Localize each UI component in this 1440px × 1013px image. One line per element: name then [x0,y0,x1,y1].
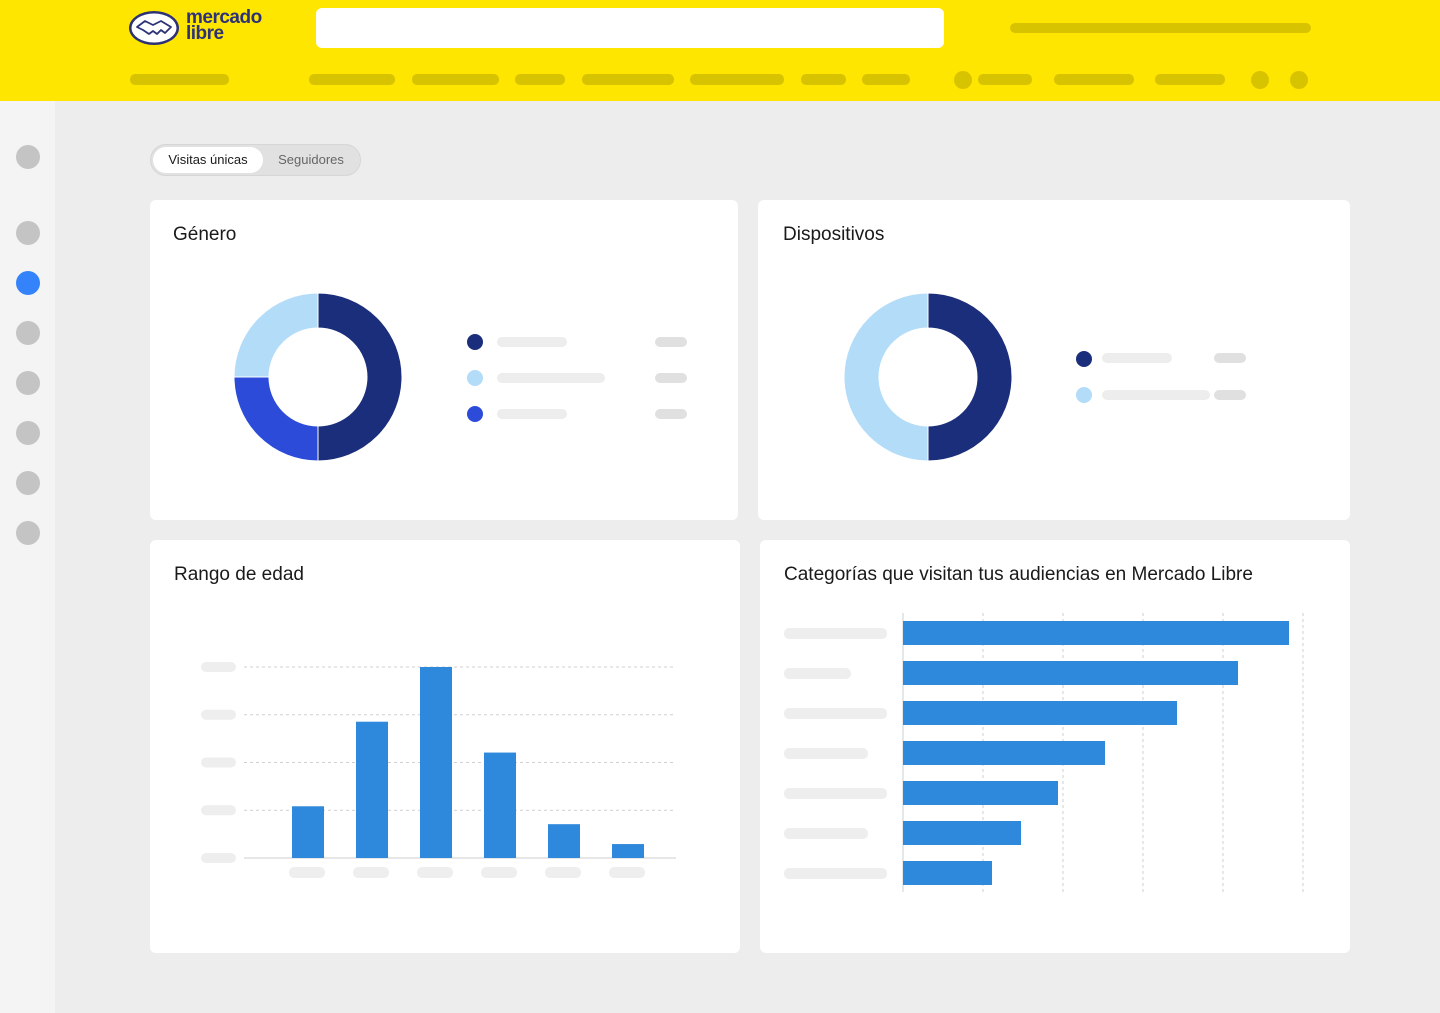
sidebar-item-active[interactable] [16,271,40,295]
cart-icon[interactable] [1290,71,1308,89]
sidebar-item-1[interactable] [16,145,40,169]
genero-title: Género [173,224,237,245]
logo-text-line-2: libre [186,23,224,44]
sidebar [0,101,55,1013]
y-tick-label [201,709,236,720]
category-label [784,868,887,879]
category-label [784,828,868,839]
age-bar[interactable] [612,844,644,858]
genero-donut-chart [233,292,403,462]
donut-slice[interactable] [843,292,929,462]
donut-slice[interactable] [317,292,403,462]
x-tick-label [609,867,645,878]
category-bar[interactable] [903,781,1058,805]
categorias-title: Categorías que visitan tus audiencias en… [784,564,1253,585]
legend-dot-navy [467,334,483,350]
sidebar-item-8[interactable] [16,521,40,545]
nav-placeholder-8[interactable] [1054,74,1134,85]
legend-value-placeholder [655,409,687,419]
age-bar[interactable] [292,806,324,858]
x-tick-label [353,867,389,878]
nav-placeholder-4[interactable] [582,74,674,85]
handshake-icon [129,11,179,45]
nav-placeholder-9[interactable] [1155,74,1225,85]
edad-title: Rango de edad [174,564,304,585]
edad-bar-chart [201,662,676,878]
nav-placeholder-location[interactable] [130,74,229,85]
nav-placeholder-1[interactable] [309,74,395,85]
age-bar[interactable] [484,752,516,858]
category-label [784,788,887,799]
categorias-bar-chart [784,613,1304,892]
logo-wordmark: mercado libre [186,7,262,44]
legend-label-placeholder [497,409,567,419]
category-bar[interactable] [903,821,1021,845]
category-bar[interactable] [903,741,1105,765]
legend-value-placeholder [655,373,687,383]
donut-slice[interactable] [233,292,319,378]
category-bar[interactable] [903,621,1289,645]
legend-value-placeholder [1214,353,1246,363]
dispositivos-title: Dispositivos [783,224,885,245]
y-tick-label [201,757,236,768]
legend-dot-navy [1076,351,1092,367]
age-bar[interactable] [420,667,452,858]
x-tick-label [545,867,581,878]
sidebar-item-4[interactable] [16,321,40,345]
x-tick-label [417,867,453,878]
edad-card: Rango de edad [150,540,740,953]
category-bar[interactable] [903,701,1177,725]
legend-label-placeholder [1102,390,1210,400]
genero-card: Género [150,200,738,520]
categorias-card: Categorías que visitan tus audiencias en… [760,540,1350,953]
age-bar[interactable] [356,721,388,858]
user-avatar-icon[interactable] [954,71,972,89]
sidebar-item-5[interactable] [16,371,40,395]
nav-placeholder-3[interactable] [515,74,565,85]
dispositivos-card: Dispositivos [758,200,1350,520]
category-bar[interactable] [903,861,992,885]
nav-placeholder-user[interactable] [978,74,1032,85]
y-tick-label [201,805,236,816]
nav-placeholder-7[interactable] [862,74,910,85]
nav-placeholder-2[interactable] [412,74,499,85]
donut-slice[interactable] [233,376,319,462]
y-tick-label [201,662,236,672]
notifications-icon[interactable] [1251,71,1269,89]
logo-text-line-1: mercado [186,7,262,28]
category-label [784,668,851,679]
legend-dot-light-blue [1076,387,1092,403]
x-tick-label [289,867,325,878]
header-placeholder-top [1010,23,1311,33]
category-label [784,708,887,719]
y-tick-label [201,853,236,863]
dispositivos-donut-chart [843,292,1013,462]
age-bar[interactable] [548,824,580,858]
header-bar: mercado libre [0,0,1440,101]
audience-tabs: Visitas únicas Seguidores [150,144,361,176]
legend-label-placeholder [497,337,567,347]
legend-label-placeholder [1102,353,1172,363]
sidebar-item-2[interactable] [16,221,40,245]
category-label [784,628,887,639]
legend-value-placeholder [1214,390,1246,400]
tab-seguidores[interactable]: Seguidores [278,152,344,167]
mercado-libre-logo[interactable]: mercado libre [128,7,278,48]
legend-label-placeholder [497,373,605,383]
x-tick-label [481,867,517,878]
legend-dot-light-blue [467,370,483,386]
sidebar-item-6[interactable] [16,421,40,445]
nav-placeholder-6[interactable] [801,74,846,85]
donut-slice[interactable] [927,292,1013,462]
legend-dot-royal-blue [467,406,483,422]
legend-value-placeholder [655,337,687,347]
search-input[interactable] [316,8,944,48]
nav-placeholder-5[interactable] [690,74,784,85]
sidebar-item-7[interactable] [16,471,40,495]
category-bar[interactable] [903,661,1238,685]
tab-visitas-unicas[interactable]: Visitas únicas [153,147,263,173]
category-label [784,748,868,759]
